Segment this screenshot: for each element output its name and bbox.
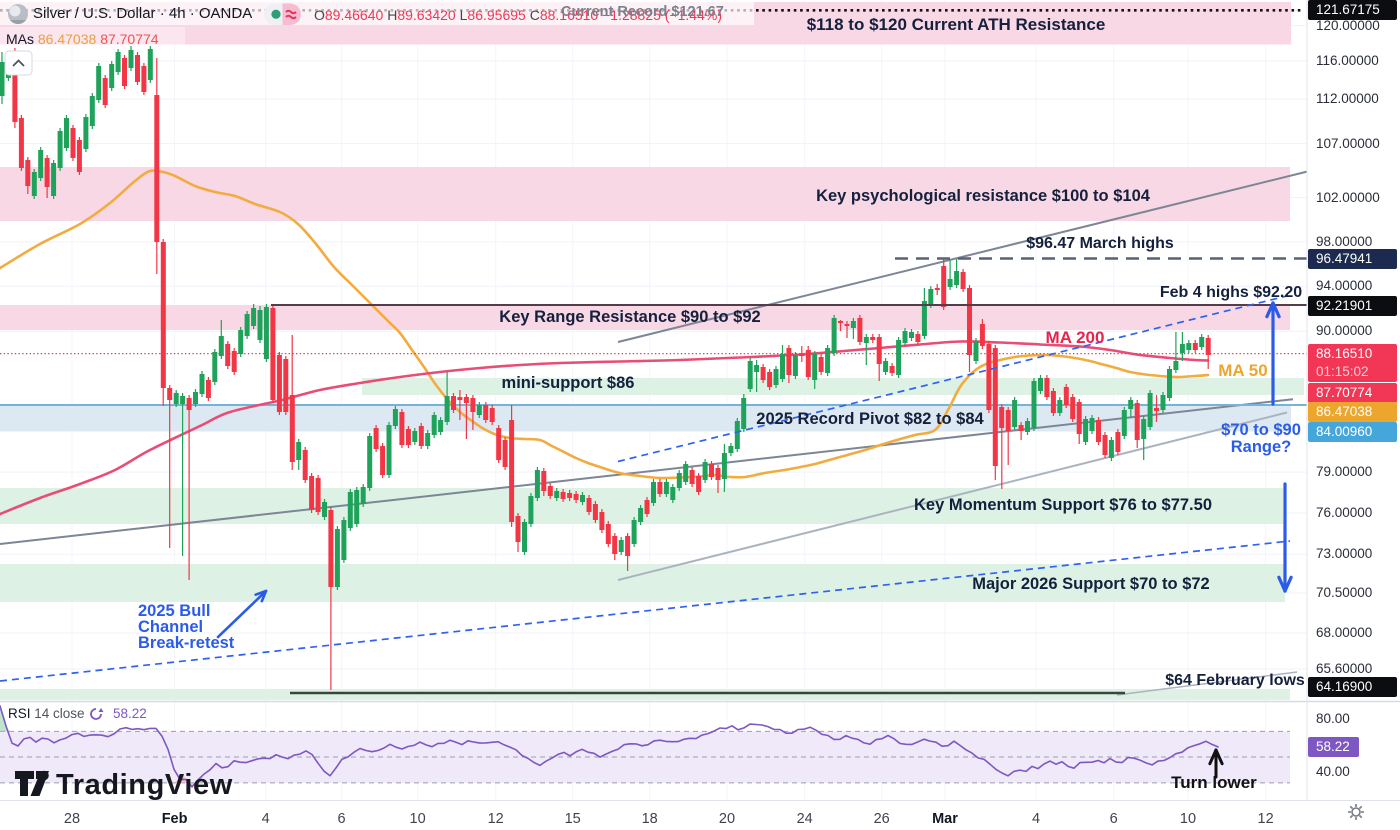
- svg-text:TradingView: TradingView: [56, 769, 233, 801]
